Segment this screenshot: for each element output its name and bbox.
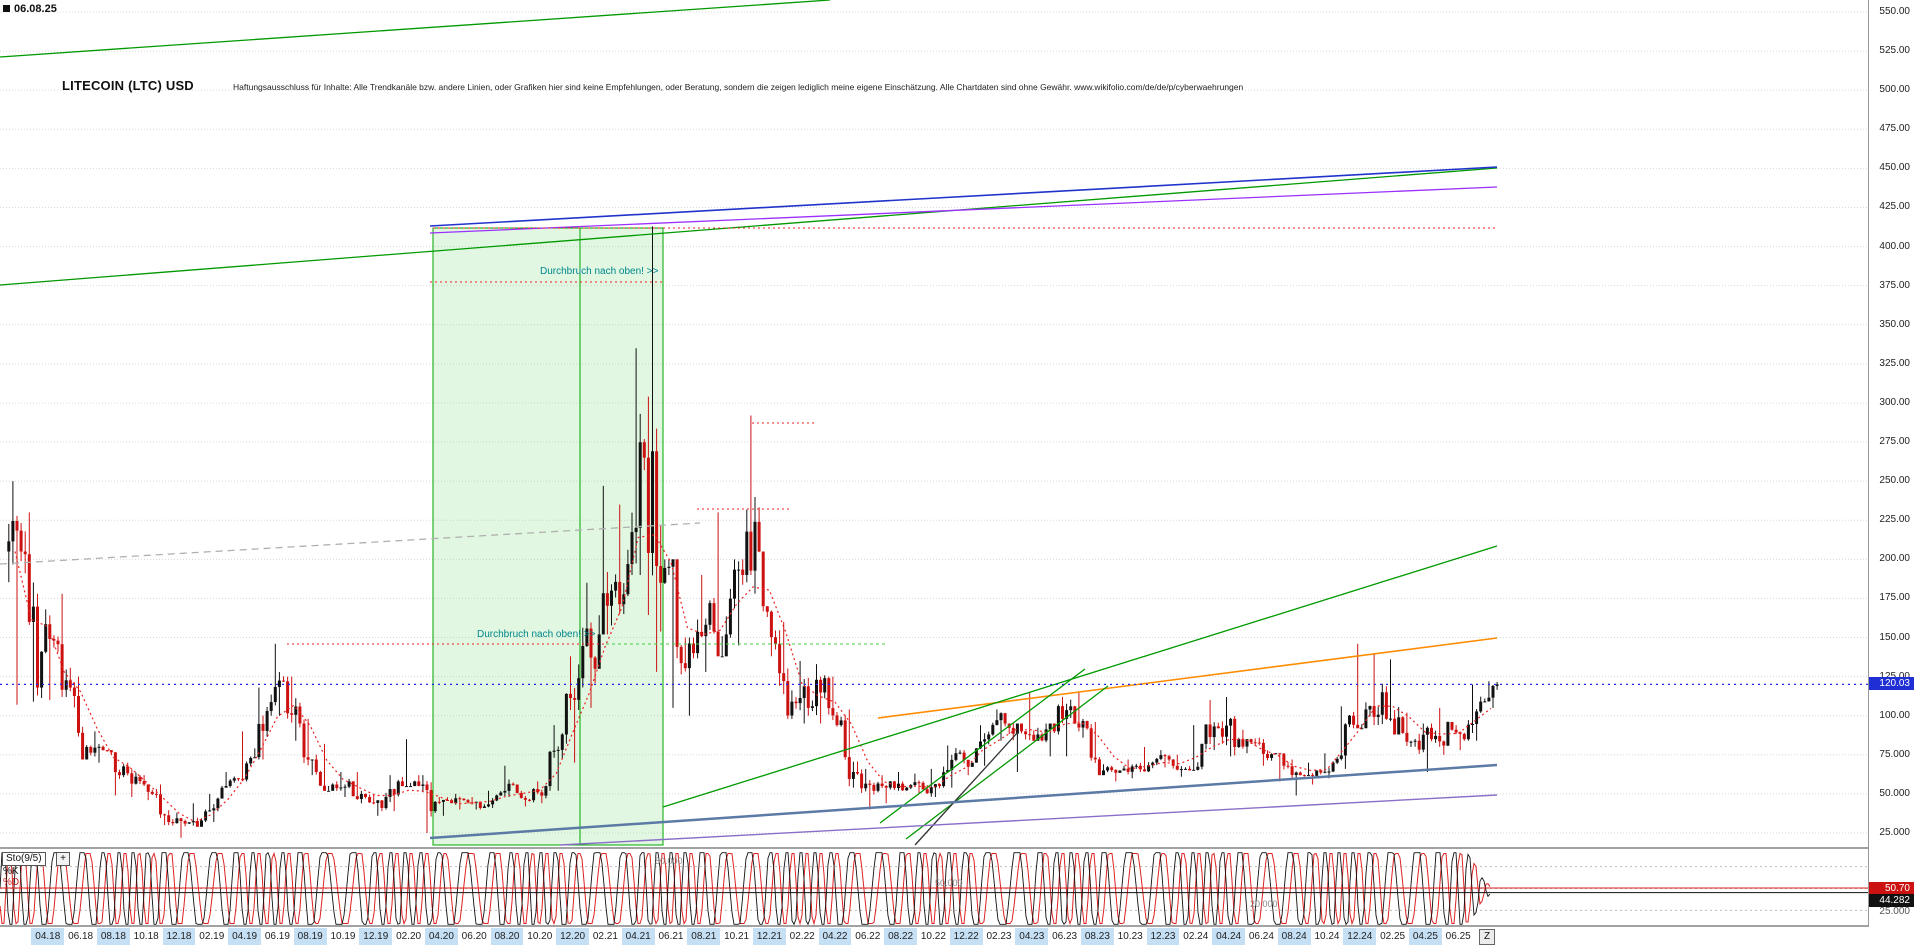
date-tick: 10.20 — [527, 931, 553, 942]
stochastic-indicator-label[interactable]: Sto(9/5) — [2, 852, 46, 866]
price-tick: 325.00 — [1879, 357, 1910, 369]
price-tick: 75.000 — [1879, 748, 1910, 760]
date-tick: 02.21 — [592, 931, 618, 942]
date-tick: 12.18 — [162, 928, 196, 945]
price-tick: 275.00 — [1879, 436, 1910, 448]
chart-title: LITECOIN (LTC) USD — [62, 78, 194, 93]
current-price-badge: 120.03 — [1869, 677, 1914, 690]
disclaimer-text: Haftungsausschluss für Inhalte: Alle Tre… — [233, 82, 1244, 92]
price-tick: 350.00 — [1879, 318, 1910, 330]
price-tick: 525.00 — [1879, 45, 1910, 57]
indicator-add-button[interactable]: + — [56, 852, 70, 866]
annotation-breakout-lower: Durchbruch nach oben! >> — [477, 629, 596, 640]
date-tick: 06.18 — [68, 931, 94, 942]
date-tick: 10.18 — [133, 931, 159, 942]
date-tick: 04.22 — [818, 928, 852, 945]
date-tick: 02.19 — [199, 931, 225, 942]
date-tick: 10.22 — [920, 931, 946, 942]
stochastic-level-label: 20.000 — [1250, 899, 1278, 910]
stochastic-level-label: 50.000 — [935, 877, 963, 888]
zoom-reset-button[interactable]: Z — [1479, 929, 1495, 945]
date-tick: 08.23 — [1081, 928, 1114, 945]
chart-date: 06.08.25 — [14, 3, 57, 15]
price-tick: 400.00 — [1879, 240, 1910, 252]
stochastic-k-label: %K — [3, 866, 19, 877]
date-tick: 12.19 — [359, 928, 393, 945]
date-tick: 12.24 — [1343, 928, 1377, 945]
date-tick: 04.21 — [621, 928, 655, 945]
stochastic-axis-label: 25.000 — [1879, 906, 1910, 917]
date-tick: 08.19 — [293, 928, 327, 945]
date-tick: 06.25 — [1445, 931, 1471, 942]
date-tick: 08.18 — [97, 928, 130, 945]
date-tick: 06.19 — [264, 931, 290, 942]
date-tick: 04.25 — [1409, 928, 1442, 945]
date-tick: 02.25 — [1380, 931, 1406, 942]
price-tick: 125.00 — [1869, 671, 1910, 683]
date-tick: 06.22 — [855, 931, 881, 942]
date-axis: 04.18 06.18 08.18 10.18 12.18 02.19 04.19 06.19… — [0, 928, 1916, 946]
date-tick: 12.20 — [556, 928, 589, 945]
corner-marker — [3, 5, 10, 12]
stochastic-d-label: %D — [3, 877, 20, 888]
date-tick: 12.22 — [949, 928, 983, 945]
price-tick: 250.00 — [1879, 475, 1910, 487]
date-tick: 02.23 — [986, 931, 1012, 942]
date-tick: 06.20 — [461, 931, 487, 942]
date-tick: 06.23 — [1052, 931, 1078, 942]
date-tick: 02.24 — [1183, 931, 1209, 942]
date-tick: 04.20 — [425, 928, 458, 945]
date-tick: 04.19 — [228, 928, 261, 945]
price-tick: 25.000 — [1879, 827, 1910, 838]
price-tick: 425.00 — [1879, 201, 1910, 213]
annotation-breakout-upper: Durchbruch nach oben! >> — [540, 266, 659, 277]
price-tick: 300.00 — [1879, 396, 1910, 408]
stochastic-k-badge: 44.282 — [1869, 894, 1914, 907]
date-tick: 10.21 — [724, 931, 750, 942]
price-tick: 50.000 — [1879, 787, 1910, 799]
price-tick: 100.00 — [1879, 709, 1910, 721]
date-tick: 06.21 — [658, 931, 684, 942]
date-tick: 04.24 — [1212, 928, 1245, 945]
price-tick: 450.00 — [1879, 162, 1910, 174]
price-tick: 375.00 — [1879, 279, 1910, 291]
price-tick: 550.00 — [1879, 6, 1910, 17]
date-tick: 12.21 — [753, 928, 786, 945]
date-tick: 08.20 — [490, 928, 524, 945]
price-axis: 550.00 525.00 500.00 475.00 450.00 425.00 400.… — [1869, 0, 1914, 948]
date-tick: 10.24 — [1314, 931, 1340, 942]
date-tick: 04.23 — [1015, 928, 1049, 945]
date-tick: 02.22 — [789, 931, 815, 942]
price-tick: 150.00 — [1879, 631, 1910, 643]
stochastic-level-label: 80.000 — [655, 855, 683, 866]
price-tick: 475.00 — [1879, 123, 1910, 135]
date-tick: 10.23 — [1117, 931, 1143, 942]
date-tick: 08.21 — [687, 928, 721, 945]
price-tick: 175.00 — [1879, 592, 1910, 604]
price-tick: 225.00 — [1879, 514, 1910, 526]
date-tick: 10.19 — [330, 931, 356, 942]
date-tick: 02.20 — [396, 931, 422, 942]
date-tick: 12.23 — [1146, 928, 1180, 945]
date-tick: 08.24 — [1277, 928, 1311, 945]
price-tick: 200.00 — [1879, 553, 1910, 565]
date-tick: 08.22 — [884, 928, 917, 945]
price-tick: 500.00 — [1879, 84, 1910, 96]
stochastic-d-badge: 50.70 — [1869, 882, 1914, 895]
date-tick: 04.18 — [31, 928, 65, 945]
date-tick: 06.24 — [1248, 931, 1274, 942]
